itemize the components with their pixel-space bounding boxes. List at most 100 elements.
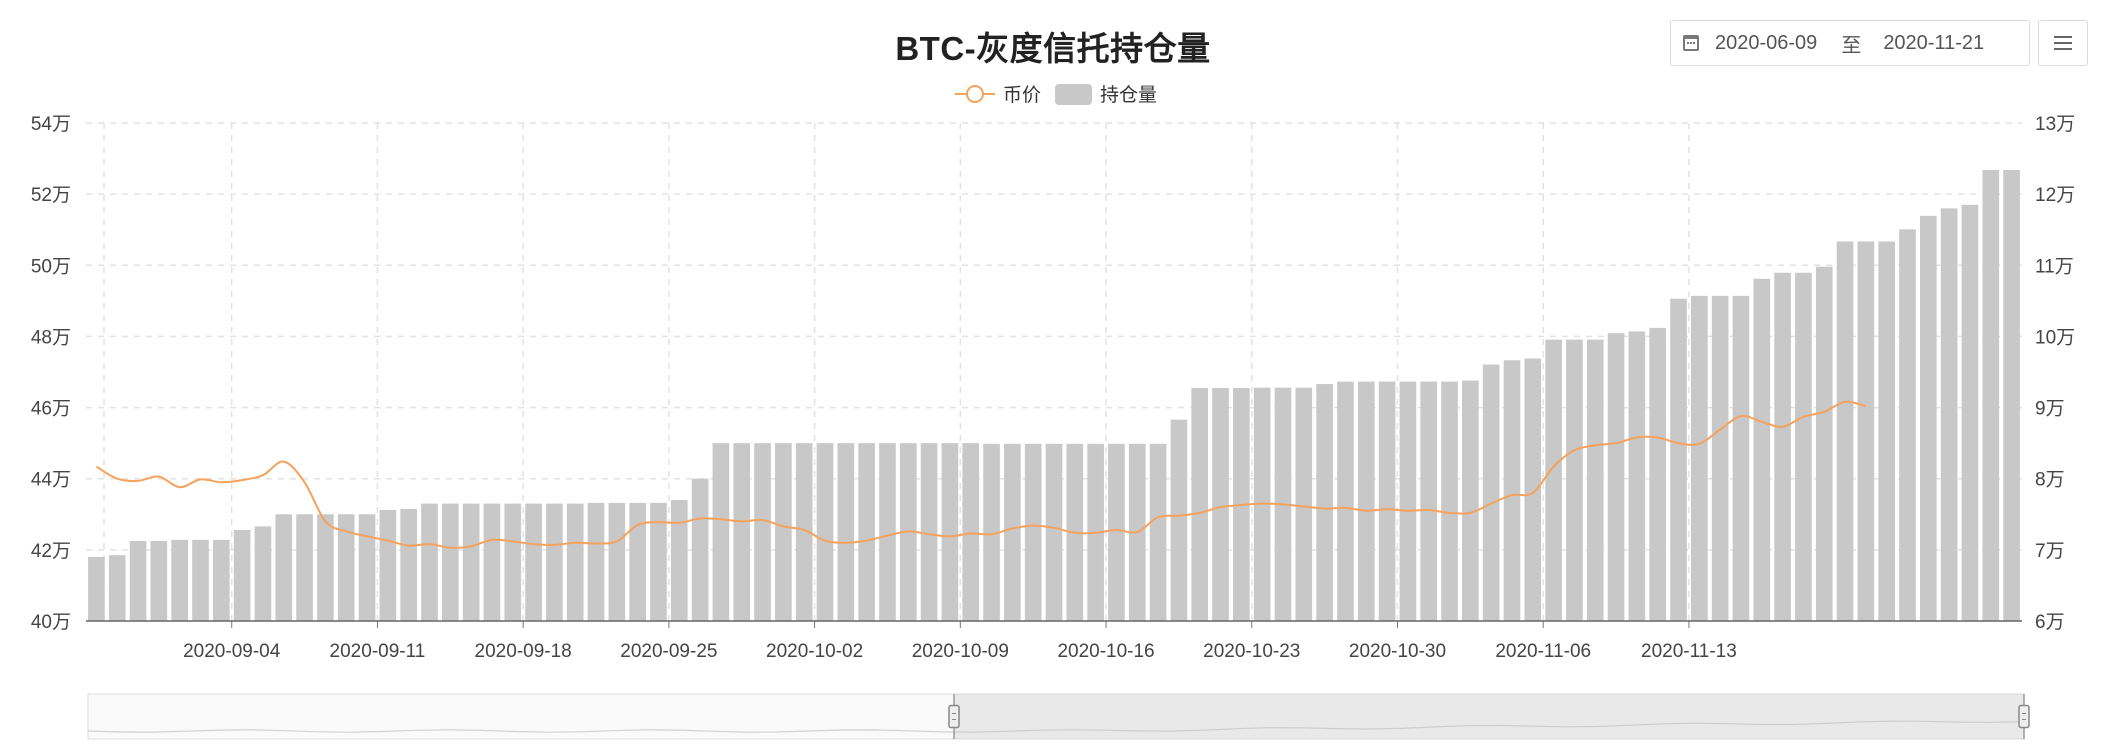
bar[interactable] [400, 508, 417, 621]
bar[interactable] [566, 503, 584, 621]
bar[interactable] [1378, 381, 1396, 621]
bar[interactable] [212, 539, 230, 621]
bar[interactable] [587, 502, 605, 621]
bar[interactable] [1670, 298, 1687, 621]
date-start[interactable]: 2020-06-09 [1715, 31, 1818, 54]
bar[interactable] [941, 443, 959, 621]
bar[interactable] [1920, 215, 1937, 621]
bar[interactable] [1316, 384, 1333, 621]
bar[interactable] [1586, 339, 1604, 621]
legend-price-label[interactable]: 币价 [1003, 84, 1041, 106]
bar[interactable] [192, 539, 209, 621]
bar[interactable] [462, 503, 480, 621]
bar[interactable] [1149, 443, 1167, 621]
bar[interactable] [421, 503, 438, 621]
bar[interactable] [608, 502, 626, 621]
bar[interactable] [441, 503, 459, 621]
bar[interactable] [1795, 272, 1812, 621]
bar[interactable] [816, 443, 834, 621]
bar[interactable] [504, 503, 522, 621]
datazoom-handle[interactable] [948, 704, 960, 729]
bar[interactable] [1170, 419, 1188, 621]
bar[interactable] [962, 443, 980, 621]
datazoom-handle[interactable] [2018, 704, 2030, 729]
bar[interactable] [1357, 381, 1375, 621]
bar[interactable] [129, 540, 147, 621]
bar[interactable] [1399, 381, 1417, 621]
bar[interactable] [1503, 360, 1521, 621]
bar[interactable] [1337, 381, 1354, 621]
bar[interactable] [88, 556, 105, 621]
bar[interactable] [1899, 229, 1916, 622]
bar[interactable] [1961, 204, 1979, 621]
bar[interactable] [1836, 241, 1854, 621]
bar[interactable] [1524, 358, 1542, 621]
datazoom-track[interactable] [87, 693, 2025, 740]
bar[interactable] [1607, 333, 1625, 621]
datazoom-selected-range[interactable] [954, 694, 2024, 739]
bar[interactable] [379, 510, 397, 621]
legend[interactable]: 币价 持仓量 [955, 84, 1157, 106]
bar[interactable] [858, 443, 875, 621]
datazoom-preview-line [87, 720, 2025, 733]
bar[interactable] [1940, 208, 1958, 621]
bar[interactable] [691, 478, 709, 621]
bar[interactable] [629, 502, 646, 621]
bar[interactable] [1982, 169, 2000, 621]
bar[interactable] [296, 514, 313, 621]
bar[interactable] [1566, 339, 1583, 621]
bar[interactable] [337, 514, 355, 621]
bar[interactable] [150, 540, 168, 621]
bar[interactable] [1024, 443, 1042, 621]
bar[interactable] [1045, 443, 1063, 621]
bar[interactable] [733, 443, 751, 621]
bar[interactable] [754, 443, 771, 621]
bar[interactable] [670, 500, 688, 621]
bar[interactable] [920, 443, 938, 621]
bar[interactable] [1420, 381, 1438, 621]
bar[interactable] [1462, 380, 1479, 621]
bar[interactable] [1191, 388, 1209, 621]
bar[interactable] [546, 503, 563, 621]
bar[interactable] [1774, 272, 1791, 621]
bar[interactable] [275, 514, 293, 621]
bar[interactable] [1815, 266, 1833, 621]
date-range-picker[interactable]: 2020-06-09 至 2020-11-21 [1670, 20, 2030, 66]
menu-button[interactable] [2038, 20, 2088, 66]
bar[interactable] [1004, 443, 1021, 621]
legend-holdings-label[interactable]: 持仓量 [1100, 84, 1157, 106]
x-tick-label: 2020-10-02 [766, 641, 863, 662]
bar[interactable] [983, 443, 1000, 621]
bar[interactable] [108, 555, 126, 621]
bar[interactable] [233, 529, 251, 621]
bar[interactable] [317, 514, 334, 621]
bar[interactable] [1108, 443, 1125, 621]
bar[interactable] [483, 503, 501, 621]
bar[interactable] [2003, 169, 2020, 621]
bar[interactable] [171, 539, 188, 621]
bar[interactable] [1441, 381, 1458, 621]
bar[interactable] [1878, 241, 1896, 621]
bar[interactable] [1649, 327, 1667, 621]
datazoom-slider[interactable] [87, 693, 2030, 740]
bar[interactable] [525, 503, 542, 621]
bar[interactable] [1545, 339, 1562, 621]
bar[interactable] [1711, 295, 1729, 621]
bar[interactable] [775, 443, 792, 621]
bar[interactable] [1482, 364, 1500, 621]
bar[interactable] [1732, 295, 1750, 621]
bar[interactable] [1628, 331, 1646, 621]
bar[interactable] [1212, 388, 1229, 621]
bar[interactable] [712, 443, 730, 621]
bar[interactable] [795, 443, 813, 621]
bar[interactable] [837, 443, 855, 621]
bar[interactable] [254, 526, 272, 621]
bar[interactable] [1857, 241, 1875, 621]
date-end[interactable]: 2020-11-21 [1883, 31, 1985, 54]
bar[interactable] [1691, 295, 1708, 621]
bar[interactable] [879, 443, 896, 621]
bar[interactable] [1295, 387, 1313, 621]
bar[interactable] [358, 514, 376, 621]
bar[interactable] [650, 502, 667, 621]
bar[interactable] [1753, 278, 1771, 621]
